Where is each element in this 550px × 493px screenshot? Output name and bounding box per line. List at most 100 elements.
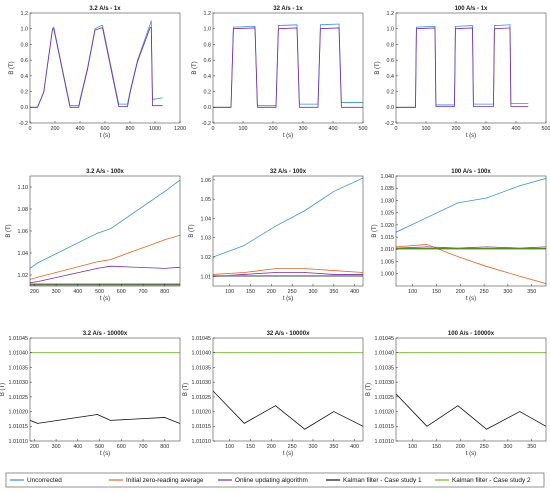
data-point-online [493, 106, 494, 107]
y-tick-label: 1.0 [204, 27, 212, 33]
data-point-kalman1 [304, 428, 306, 430]
y-tick-label: 1.01045 [192, 336, 212, 342]
data-point-online [150, 26, 152, 28]
plot-area [213, 338, 363, 441]
x-tick-label: 200 [452, 126, 461, 132]
y-tick-label: 0.6 [204, 58, 212, 64]
data-point-kalman2 [519, 248, 521, 249]
x-tick-label: 600 [101, 126, 110, 132]
data-point-uncorrected [296, 24, 298, 26]
data-point-online [333, 274, 335, 275]
data-point-uncorrected [486, 197, 487, 199]
plot-area [396, 338, 546, 441]
data-point-kalman2 [37, 283, 38, 285]
x-tick-label: 100 [225, 289, 234, 295]
chart-title: 32 A/s - 1x [273, 6, 303, 12]
x-tick-label: 300 [482, 126, 491, 132]
y-tick-label: 1.020 [381, 223, 395, 229]
y-tick-label: 1.04 [18, 251, 29, 257]
chart-panel-6: 100 150 200 250 300 350 1.000 1.005 1.010 1.015 1.… [372, 169, 547, 302]
y-tick-label: 1.01015 [192, 424, 212, 430]
x-tick-label: 200 [30, 289, 39, 295]
y-axis-label: B (T) [372, 224, 378, 237]
x-axis-label: t (s) [100, 133, 110, 139]
data-point-online [435, 106, 437, 107]
x-tick-label: 200 [456, 289, 465, 295]
data-point-online [43, 92, 45, 93]
x-axis-label: t (s) [283, 133, 293, 139]
data-point-online [455, 28, 456, 30]
y-tick-label: 1.01020 [192, 409, 212, 415]
data-point-uncorrected [70, 105, 72, 107]
data-point-uncorrected [179, 180, 180, 181]
data-point-uncorrected [455, 26, 456, 27]
data-point-uncorrected [243, 245, 245, 246]
data-point-uncorrected [457, 202, 459, 204]
x-tick-label: 150 [246, 289, 255, 295]
data-point-online [119, 106, 121, 107]
y-tick-label: 1.01025 [375, 395, 395, 401]
data-point-online [37, 106, 38, 108]
x-tick-label: 350 [527, 444, 536, 450]
chart-panel-9: 100 150 200 250 300 350 1.01010 1.01015 1.01020 1… [366, 331, 547, 457]
data-point-uncorrected [150, 20, 152, 22]
data-point-kalman1 [243, 422, 245, 424]
data-point-online [299, 106, 300, 108]
data-point-online [472, 27, 473, 29]
data-point-online [164, 268, 166, 269]
data-point-kalman2 [243, 275, 245, 276]
y-tick-label: 0.8 [21, 42, 29, 48]
x-tick-label: 100 [225, 444, 234, 450]
data-point-online [473, 106, 474, 107]
data-point-uncorrected [338, 23, 340, 25]
x-tick-label: 600 [117, 289, 126, 295]
x-tick-label: 100 [408, 289, 417, 295]
chart-title: 100 A/s - 1x [455, 6, 488, 12]
y-tick-label: 1.0 [387, 27, 395, 33]
y-tick-label: 1.2 [21, 11, 29, 17]
data-point-online [100, 27, 102, 29]
legend-item-zero_avg: Initial zero-reading average [109, 477, 204, 484]
data-point-online [415, 106, 416, 108]
axes-frame [212, 175, 364, 287]
x-tick-label: 350 [527, 289, 536, 295]
data-point-zero_avg [179, 235, 180, 236]
data-point-uncorrected [94, 28, 96, 30]
data-point-online [509, 27, 511, 29]
series-line-uncorrected [30, 180, 180, 269]
data-point-kalman1 [275, 405, 276, 407]
y-tick-label: 1.03 [201, 236, 212, 242]
y-axis-label: B (T) [192, 61, 198, 74]
chart-title: 32 A/s - 100x [270, 169, 307, 175]
y-tick-label: 1.01015 [375, 424, 395, 430]
data-point-uncorrected [52, 28, 53, 30]
y-tick-label: 1.01030 [375, 380, 395, 386]
x-axis-label: t (s) [466, 451, 476, 457]
x-tick-label: 300 [309, 289, 318, 295]
chart-panel-2: 0 100 200 300 400 500 -0.2 0.0 0.2 0.4 0.6 0.8 1.0 1.… [192, 6, 368, 139]
series-line-uncorrected [213, 23, 363, 108]
data-point-kalman2 [110, 352, 111, 354]
data-point-kalman1 [333, 411, 335, 412]
y-tick-label: 0.6 [21, 58, 29, 64]
data-point-uncorrected [519, 185, 521, 187]
x-tick-label: 0 [212, 126, 215, 132]
y-tick-label: 0.0 [21, 105, 29, 111]
data-point-online [304, 272, 306, 273]
series-group [396, 352, 546, 430]
y-tick-label: 1.06 [18, 229, 29, 235]
chart-title: 100 A/s - 100x [451, 169, 491, 175]
data-point-kalman2 [164, 352, 166, 354]
y-tick-label: 1.02 [18, 273, 29, 279]
data-point-online [69, 106, 71, 108]
legend-label: Initial zero-reading average [126, 477, 204, 484]
x-tick-label: 300 [309, 444, 318, 450]
data-point-kalman2 [457, 248, 459, 249]
data-point-kalman1 [97, 284, 98, 286]
data-point-kalman2 [275, 352, 276, 354]
y-tick-label: 0.6 [387, 58, 395, 64]
data-point-uncorrected [320, 24, 321, 26]
data-point-online [416, 28, 417, 30]
y-tick-label: 1.01030 [9, 380, 29, 386]
